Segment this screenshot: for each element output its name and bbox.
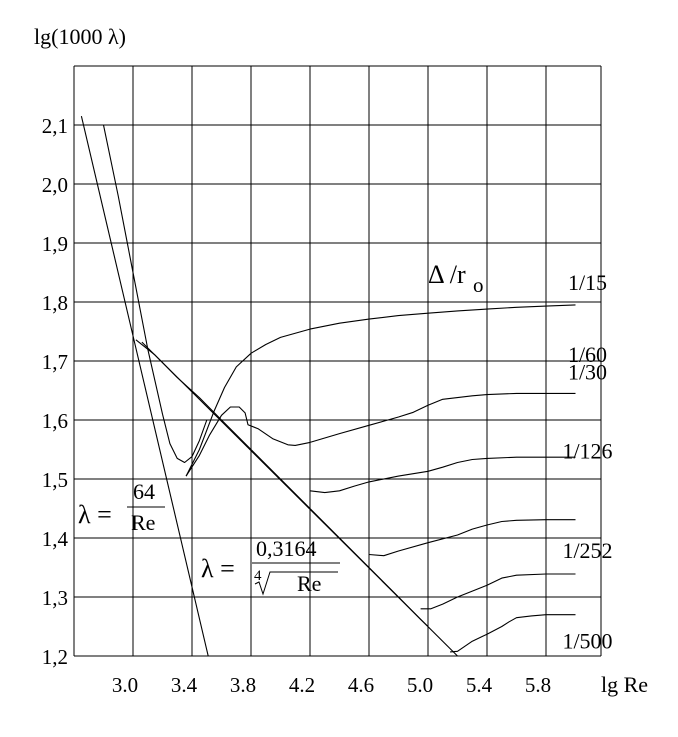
- x-tick-label: 4.2: [289, 673, 315, 697]
- x-tick-label: 5.4: [466, 673, 493, 697]
- series-curve-1-60: [309, 456, 576, 494]
- series-label: 1/15: [568, 270, 607, 295]
- y-tick-label: 1,5: [42, 468, 68, 492]
- series-curve-transition: [135, 339, 429, 627]
- curves-label: Δ /r: [428, 260, 466, 289]
- radical-sign-icon: [254, 571, 338, 596]
- grid: [73, 65, 602, 657]
- series-curve-1-500: [450, 614, 576, 653]
- series-curve-1-15: [185, 304, 576, 477]
- series-label: 1/30: [568, 359, 607, 384]
- blasius-formula: λ = 0,3164 4 Re: [201, 536, 340, 596]
- y-tick-label: 1,2: [42, 645, 68, 669]
- y-tick-label: 2,0: [42, 173, 68, 197]
- series-label: 1/126: [562, 439, 612, 464]
- y-tick-label: 2,1: [42, 114, 68, 138]
- blasius-formula-numerator: 0,3164: [256, 536, 317, 561]
- laminar-formula-lhs: λ =: [78, 500, 112, 529]
- series-label: 1/500: [562, 629, 612, 654]
- blasius-root-index: 4: [254, 568, 262, 584]
- laminar-formula: λ = 64 Re: [78, 479, 165, 535]
- laminar-formula-denominator: Re: [131, 510, 155, 535]
- series-label: 1/60: [568, 342, 607, 367]
- data-series: [80, 115, 576, 657]
- tick-labels: 1,2 1,3 1,4 1,5 1,6 1,7 1,8 1,9 2,0 2,1 3.0 3.4 3.8 4…: [42, 114, 551, 697]
- x-tick-label: 5.0: [407, 673, 433, 697]
- y-tick-label: 1,3: [42, 586, 68, 610]
- y-axis-label: lg(1000 λ): [34, 24, 126, 49]
- curves-label-subscript: o: [473, 273, 484, 297]
- blasius-formula-lhs: λ =: [201, 554, 235, 583]
- series-curve-laminar: [80, 115, 209, 657]
- x-tick-label: 4.6: [348, 673, 374, 697]
- series-labels: 1/15 1/301/60 1/126 1/252 1/500: [562, 270, 612, 654]
- x-tick-label: 3.4: [171, 673, 198, 697]
- y-tick-label: 1,9: [42, 232, 68, 256]
- x-axis-label: lg Re: [601, 672, 648, 697]
- y-tick-label: 1,6: [42, 409, 68, 433]
- laminar-formula-numerator: 64: [133, 479, 155, 504]
- series-curve-1-252: [420, 573, 576, 610]
- series-curve-1-30: [185, 392, 576, 477]
- blasius-formula-denominator: Re: [297, 571, 321, 596]
- y-tick-label: 1,4: [42, 527, 69, 551]
- x-tick-label: 3.8: [230, 673, 256, 697]
- series-label: 1/252: [562, 538, 612, 563]
- y-tick-label: 1,8: [42, 291, 68, 315]
- series-curve-1-126: [368, 519, 576, 557]
- y-tick-label: 1,7: [42, 350, 68, 374]
- series-curve-smooth: [102, 124, 208, 464]
- x-tick-label: 3.0: [112, 673, 138, 697]
- x-tick-label: 5.8: [525, 673, 551, 697]
